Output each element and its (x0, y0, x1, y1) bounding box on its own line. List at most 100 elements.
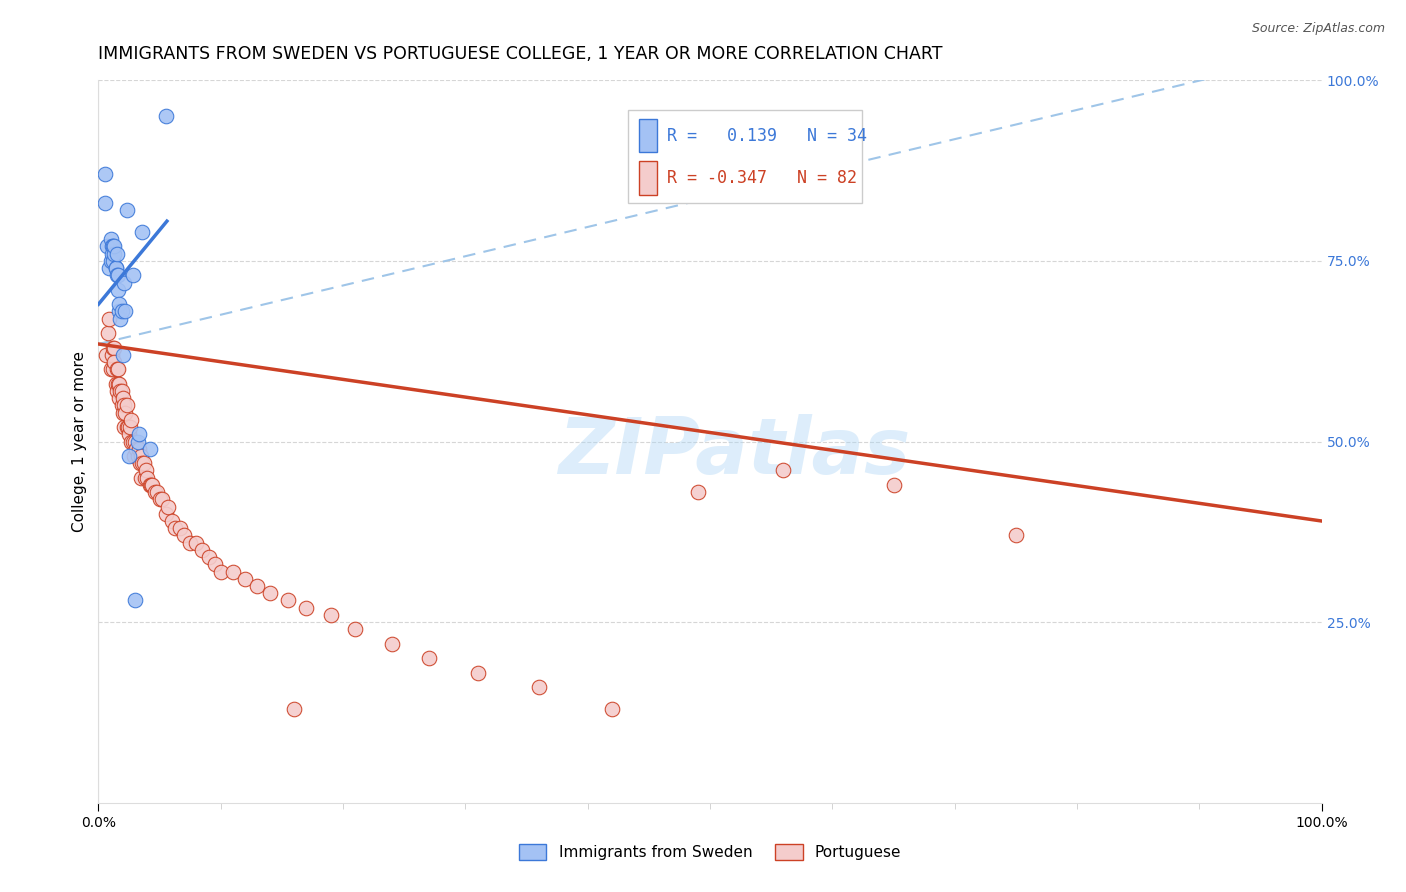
Point (136, 470, 159, 484)
Point (108, 297, 131, 311)
Point (120, 420, 142, 434)
Point (129, 449, 152, 463)
Point (146, 485, 169, 500)
Point (319, 607, 342, 622)
Text: ZIPatlas: ZIPatlas (558, 415, 911, 491)
Point (111, 391, 134, 405)
Point (132, 456, 155, 470)
Point (197, 550, 219, 565)
Point (114, 304, 136, 318)
Point (108, 304, 131, 318)
Point (122, 449, 145, 463)
Point (112, 398, 135, 412)
Point (101, 239, 124, 253)
Point (1004, 528, 1026, 542)
Point (101, 239, 124, 253)
Point (120, 413, 142, 427)
Point (127, 434, 149, 449)
Text: R =   0.139   N = 34: R = 0.139 N = 34 (668, 127, 868, 145)
Point (112, 420, 135, 434)
Point (129, 456, 152, 470)
Point (686, 485, 709, 500)
Point (108, 391, 131, 405)
Point (103, 239, 125, 253)
Point (105, 362, 128, 376)
Point (96, 239, 118, 253)
Point (128, 442, 150, 456)
Point (209, 565, 232, 579)
Point (98, 261, 121, 276)
Point (110, 311, 132, 326)
Point (131, 225, 153, 239)
Point (124, 593, 146, 607)
Point (103, 341, 125, 355)
Point (107, 362, 129, 376)
Point (111, 348, 134, 362)
Point (467, 665, 489, 680)
Text: IMMIGRANTS FROM SWEDEN VS PORTUGUESE COLLEGE, 1 YEAR OR MORE CORRELATION CHART: IMMIGRANTS FROM SWEDEN VS PORTUGUESE COL… (98, 45, 943, 63)
Point (381, 637, 404, 651)
Point (114, 406, 136, 420)
Point (129, 470, 152, 484)
Point (134, 470, 156, 484)
Point (100, 232, 122, 246)
Point (94, 348, 117, 362)
Point (120, 434, 142, 449)
Point (98, 311, 121, 326)
Point (125, 442, 148, 456)
Text: R = -0.347   N = 82: R = -0.347 N = 82 (668, 169, 858, 187)
Point (112, 276, 135, 290)
Point (103, 246, 125, 260)
Point (772, 463, 794, 477)
Point (117, 420, 139, 434)
Point (101, 362, 124, 376)
Point (105, 384, 128, 398)
Point (165, 521, 187, 535)
Point (204, 558, 226, 572)
Point (295, 600, 318, 615)
Point (418, 651, 440, 665)
Point (107, 268, 129, 283)
Point (101, 246, 124, 260)
Point (191, 542, 214, 557)
Point (121, 434, 143, 449)
Point (111, 398, 134, 412)
Point (135, 463, 157, 477)
Point (104, 261, 127, 276)
Point (222, 565, 245, 579)
Point (104, 376, 127, 391)
Point (128, 427, 150, 442)
Point (139, 478, 162, 492)
Point (277, 593, 299, 607)
Point (173, 528, 195, 542)
Point (150, 492, 173, 507)
Point (118, 449, 141, 463)
Point (97, 326, 120, 340)
Point (115, 420, 138, 434)
Y-axis label: College, 1 year or more: College, 1 year or more (72, 351, 87, 532)
Point (139, 442, 162, 456)
Point (155, 110, 177, 124)
Point (105, 268, 128, 283)
Point (127, 449, 149, 463)
Point (118, 427, 141, 442)
Point (233, 572, 256, 586)
Point (101, 253, 124, 268)
Point (600, 702, 623, 716)
Point (124, 434, 146, 449)
Text: Source: ZipAtlas.com: Source: ZipAtlas.com (1251, 22, 1385, 36)
Point (93, 167, 115, 181)
Point (104, 261, 127, 276)
Point (259, 586, 281, 600)
Point (115, 398, 138, 412)
Point (93, 196, 115, 211)
Point (186, 535, 208, 549)
Point (179, 535, 201, 549)
Point (155, 507, 177, 521)
Point (107, 376, 129, 391)
Point (100, 253, 122, 268)
Point (111, 304, 134, 318)
Point (169, 521, 191, 535)
Point (111, 384, 134, 398)
Point (101, 348, 124, 362)
